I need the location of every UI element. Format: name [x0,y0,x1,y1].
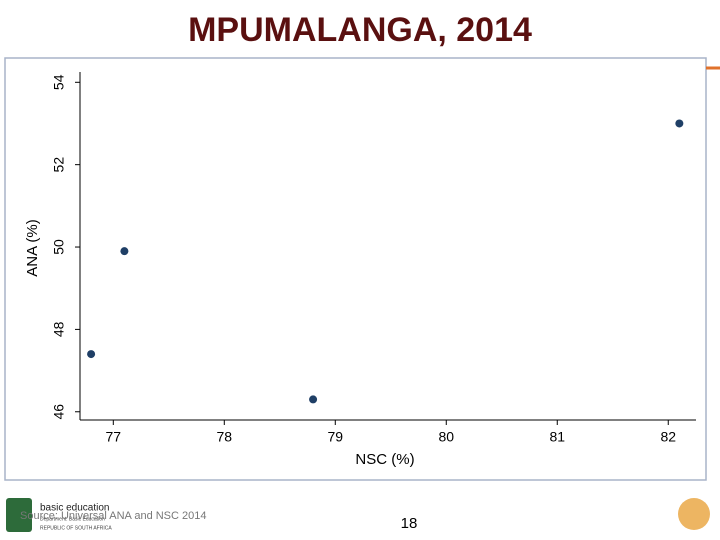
x-tick-label: 82 [660,429,676,445]
x-tick-label: 78 [216,429,232,445]
corner-logo [678,498,710,530]
point [309,395,318,404]
logo-dept: Department: Basic Education [40,516,105,522]
source-note: Source: Universal ANA and NSC 2014 [20,510,207,522]
point [87,350,96,359]
point [120,247,129,256]
y-tick-label: 54 [51,74,67,90]
logo: basic education Department: Basic Educat… [6,498,112,532]
page-number: 18 [401,515,418,532]
logo-title: basic education [40,503,110,514]
x-tick-label: 77 [106,429,122,445]
y-tick-label: 46 [51,404,67,420]
y-axis-label: ANA (%) [24,219,41,277]
logo-emblem [6,498,32,532]
x-tick-label: 79 [327,429,343,445]
y-tick-label: 50 [51,239,67,255]
x-tick-label: 81 [549,429,565,445]
logo-country: REPUBLIC OF SOUTH AFRICA [40,525,112,531]
y-tick-label: 48 [51,321,67,337]
y-tick-label: 52 [51,157,67,173]
x-tick-label: 80 [438,429,454,445]
chart-frame [4,57,707,481]
point [675,119,684,128]
x-axis-label: NSC (%) [355,451,414,468]
chart-title: MPUMALANGA, 2014 [188,11,532,49]
